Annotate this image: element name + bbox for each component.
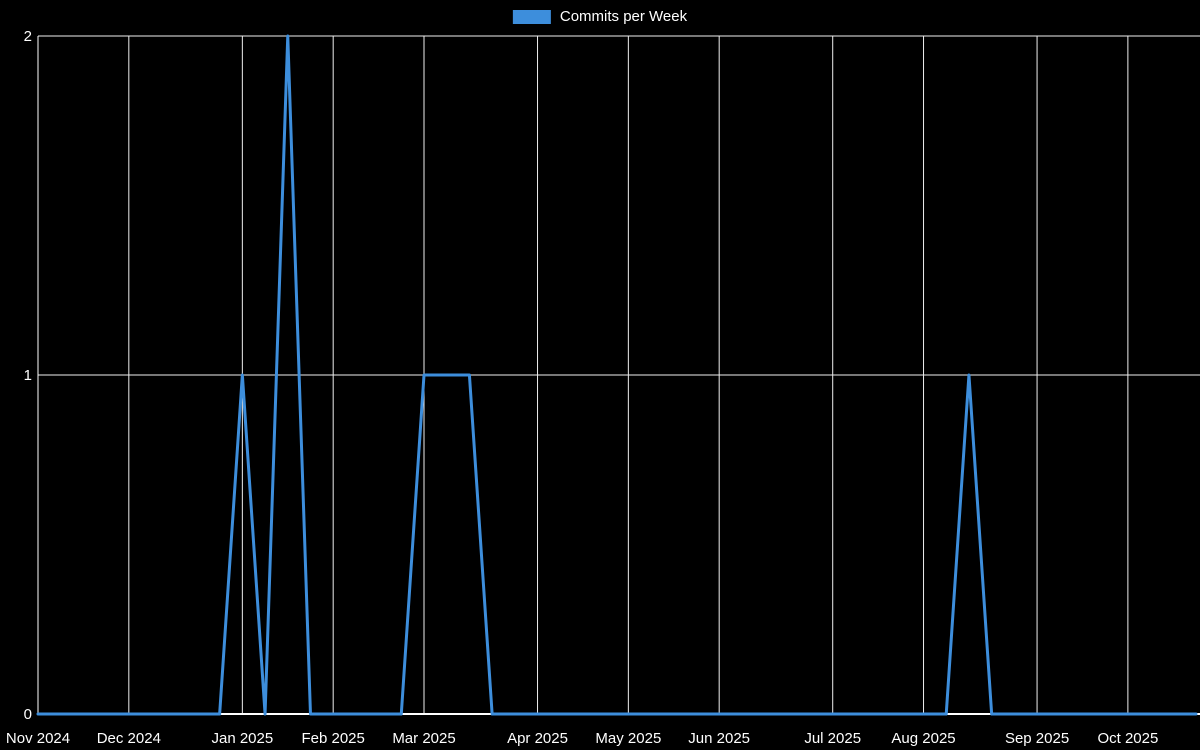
x-tick-label: Mar 2025 (392, 730, 455, 747)
x-tick-label: Aug 2025 (891, 730, 955, 747)
legend-swatch-icon (512, 10, 551, 24)
x-tick-label: Oct 2025 (1097, 730, 1158, 747)
x-tick-label: Dec 2024 (97, 730, 161, 747)
x-tick-label: Sep 2025 (1005, 730, 1069, 747)
x-tick-label: Jan 2025 (211, 730, 273, 747)
x-tick-label: May 2025 (595, 730, 661, 747)
legend: Commits per Week (512, 8, 688, 26)
x-tick-label: Nov 2024 (6, 730, 70, 747)
commits-line-series (36, 34, 1198, 716)
y-tick-label: 1 (24, 367, 32, 384)
legend-label: Commits per Week (559, 8, 688, 25)
x-tick-label: Apr 2025 (507, 730, 568, 747)
legend-item-commits[interactable]: Commits per Week (512, 8, 688, 26)
x-tick-label: Feb 2025 (301, 730, 364, 747)
y-tick-label: 2 (24, 28, 32, 45)
x-tick-label: Jun 2025 (688, 730, 750, 747)
y-tick-label: 0 (24, 706, 32, 723)
x-tick-label: Jul 2025 (804, 730, 861, 747)
